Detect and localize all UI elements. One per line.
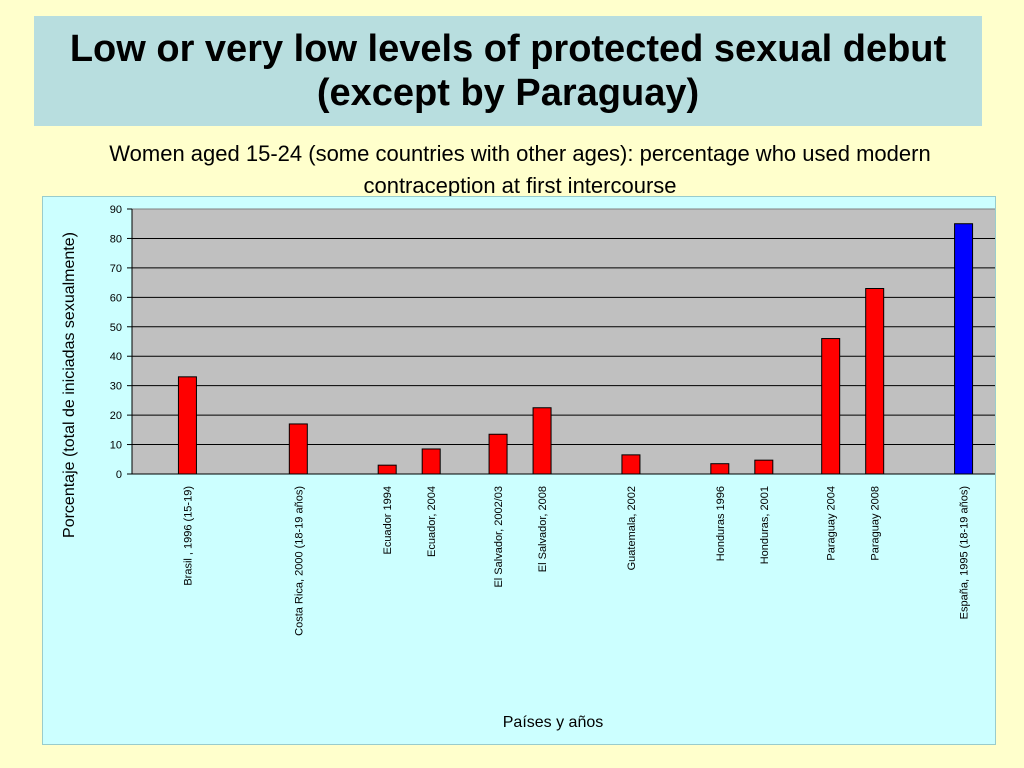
x-tick-label: El Salvador, 2008 [537,486,549,572]
x-tick-label: Paraguay 2004 [826,486,838,561]
bar [288,423,308,475]
y-tick-label: 0 [116,469,122,481]
x-tick-label: Honduras 1996 [715,486,727,561]
plot-area [131,208,995,475]
y-tick-label: 50 [110,322,122,334]
x-tick-label: España, 1995 (18-19 años) [959,486,971,619]
x-tick-label: Brasil , 1996 (15-19) [182,486,194,586]
chart-container: 0 10 20 30 40 50 60 70 80 90 Brasil , 1996 (15-19)… [42,196,996,745]
bar [177,376,197,475]
x-tick-label: Guatemala, 2002 [626,486,638,570]
y-tick-label: 90 [110,204,122,216]
x-tick-label: Honduras, 2001 [759,486,771,564]
bar [377,464,397,475]
bar [865,288,885,475]
x-tick-label: Ecuador 1994 [382,486,394,555]
bar [621,454,641,475]
y-tick-label: 10 [110,440,122,452]
slide-title: Low or very low levels of protected sexu… [69,28,947,114]
x-tick-label: Ecuador, 2004 [426,486,438,557]
y-tick-label: 70 [110,263,122,275]
slide-subtitle: Women aged 15-24 (some countries with ot… [109,141,931,198]
x-tick-label: El Salvador, 2002/03 [493,486,505,588]
bar [710,463,730,475]
y-axis-title: Porcentaje (total de iniciadas sexualmen… [61,232,78,538]
y-tick-label: 30 [110,381,122,393]
bar [821,338,841,475]
x-tick-label: Paraguay 2008 [870,486,882,561]
y-tick-label: 80 [110,233,122,245]
bar [532,407,552,475]
x-tick-label: Costa Rica, 2000 (18-19 años) [293,486,305,636]
bar [421,448,441,475]
bar [488,433,508,475]
y-tick-label: 60 [110,292,122,304]
bar-chart: 0 10 20 30 40 50 60 70 80 90 Brasil , 1996 (15-19)… [61,204,995,731]
x-axis-title: Países y años [503,714,604,731]
bar [754,459,774,475]
title-band: Low or very low levels of protected sexu… [34,16,982,126]
y-tick-label: 40 [110,351,122,363]
y-tick-label: 20 [110,410,122,422]
bar [954,223,974,475]
